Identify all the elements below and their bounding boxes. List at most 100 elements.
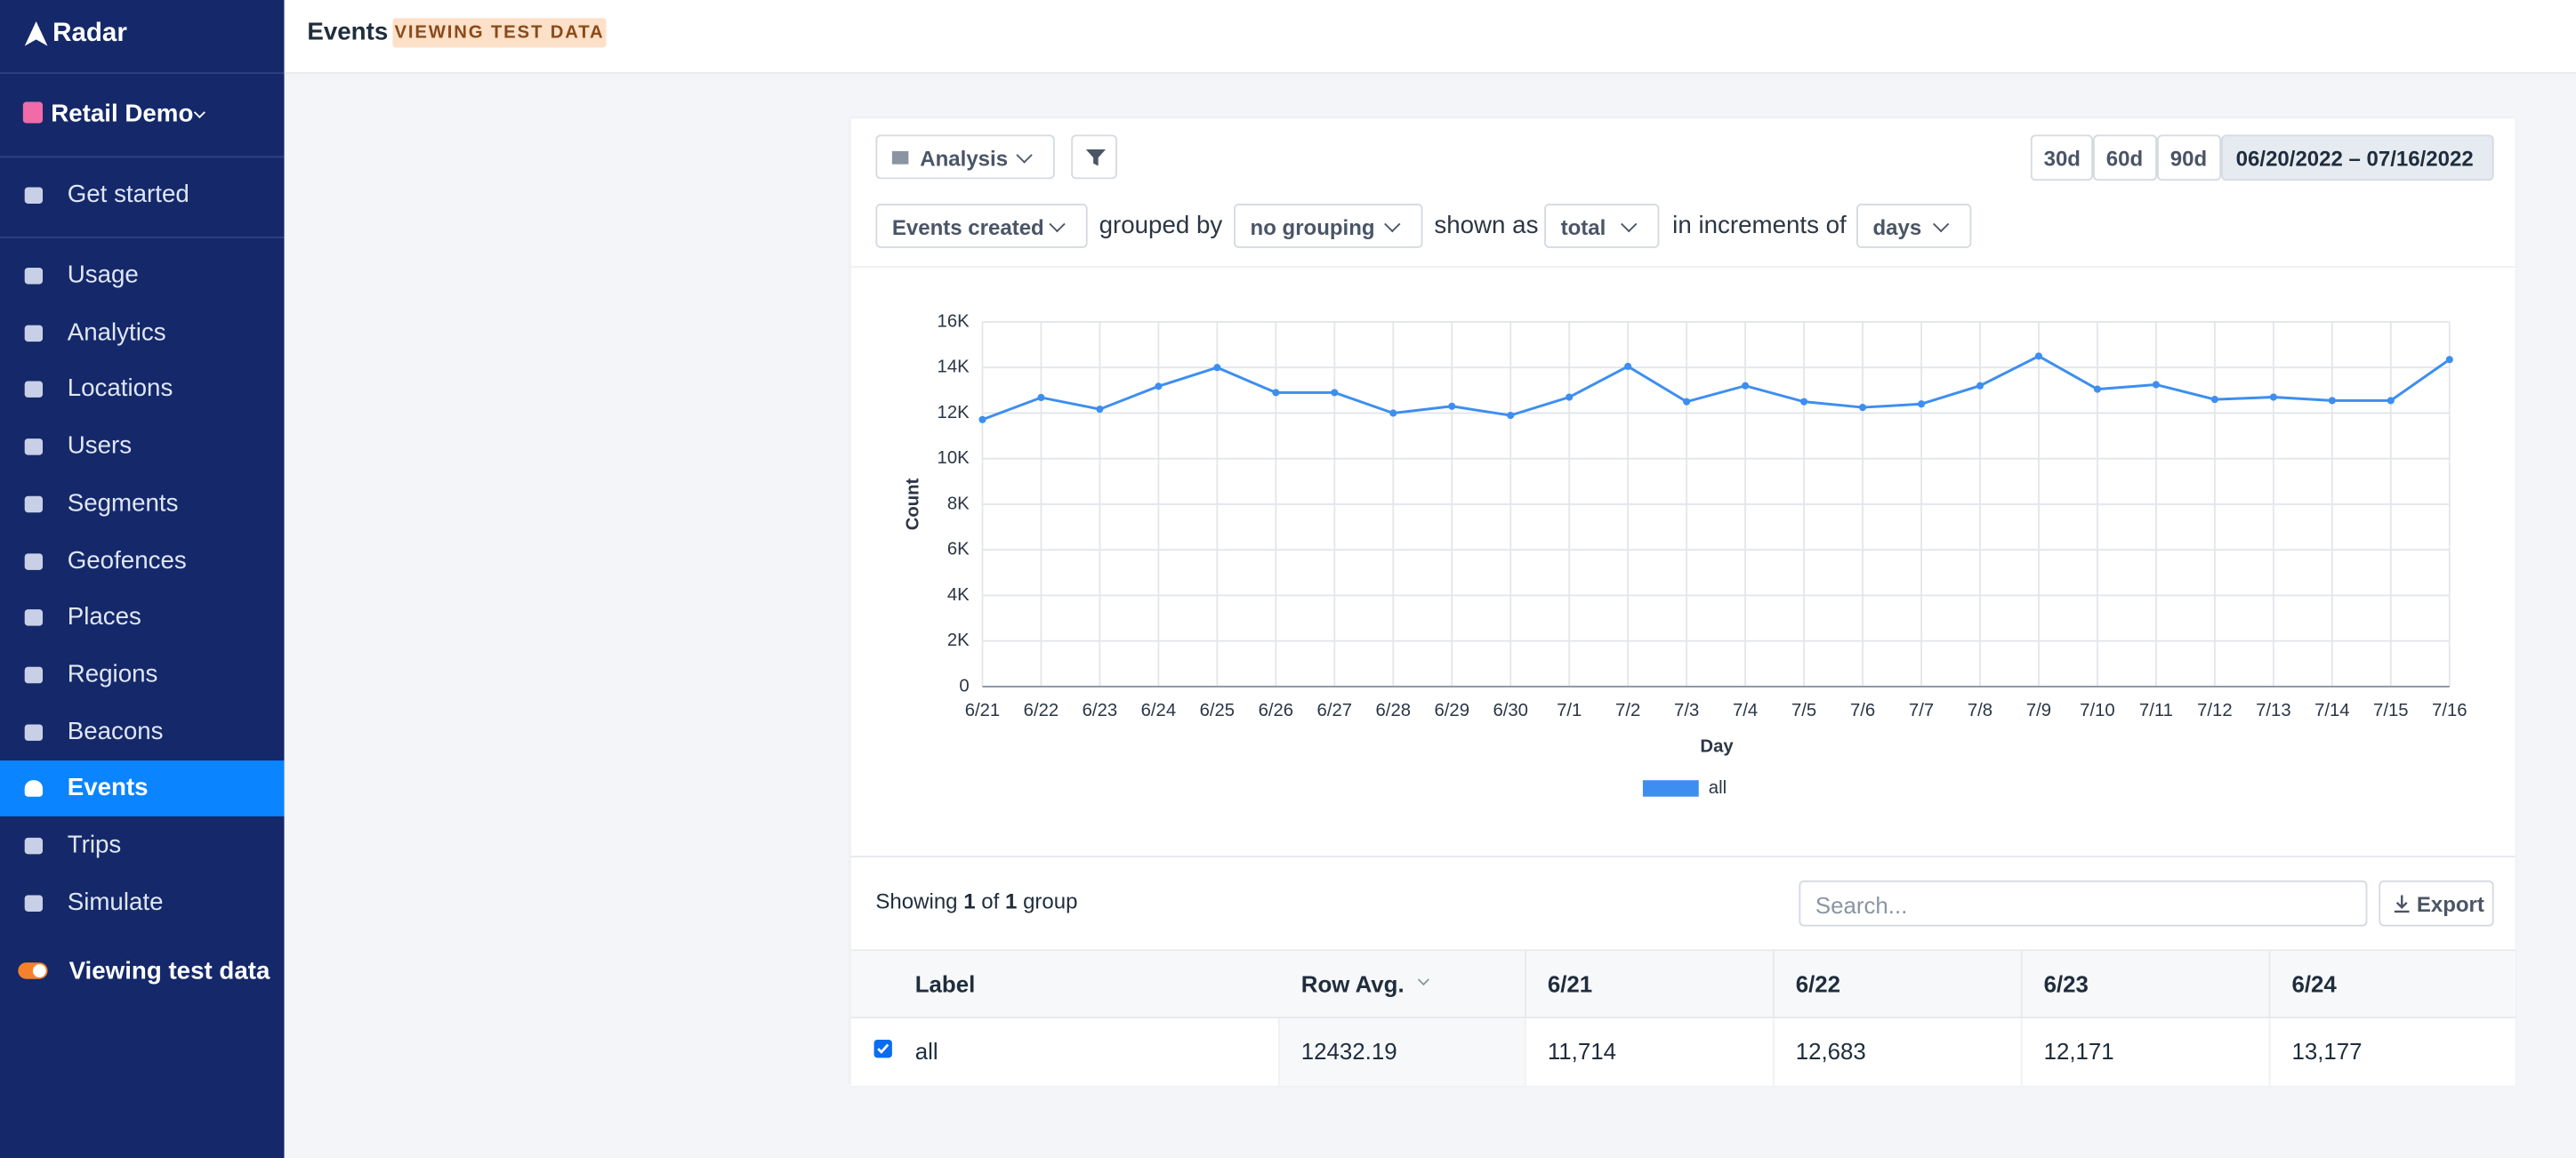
y-tick-label: 4K [947,585,970,605]
sidebar: Radar Retail Demo Get started Usage Analy… [0,0,285,1158]
nav-label: Get started [67,181,189,209]
x-tick-label: 7/3 [1674,701,1699,720]
data-point [1858,404,1867,412]
legend-swatch [1642,780,1699,797]
nav-icon [24,609,44,626]
x-tick-label: 7/1 [1557,701,1582,720]
data-point [2034,352,2043,360]
range-button[interactable]: 60d [2093,134,2158,181]
x-tick-label: 6/22 [1024,701,1059,720]
data-point [1037,393,1045,402]
row-checkbox[interactable] [873,1040,892,1058]
cell-text: 12,171 [2043,1038,2114,1065]
data-point [1272,389,1280,397]
x-tick-label: 7/12 [2197,701,2233,720]
text: Export [2416,891,2484,917]
x-tick-label: 6/28 [1376,701,1412,720]
x-tick-label: 6/21 [965,701,1001,720]
nav-label: Users [67,431,133,461]
header-cell [2268,951,2516,1019]
nav-item[interactable]: Events [0,760,285,817]
nav-item[interactable]: Regions [0,647,285,703]
data-point [1800,398,1808,406]
metric-select[interactable]: Events created [875,204,1088,248]
nav-item[interactable]: Users [0,419,285,475]
header: Events VIEWING TEST DATA [284,0,2576,75]
data-point [2210,396,2218,404]
data-point [2387,397,2395,405]
x-tick-label: 7/4 [1733,701,1758,720]
grouping-select[interactable]: no grouping [1234,204,1423,248]
nav-item[interactable]: Geofences [0,533,285,589]
data-point [2093,385,2102,393]
x-tick-label: 7/10 [2080,701,2115,720]
x-tick-label: 6/24 [1141,701,1177,720]
nav-icon [24,837,44,855]
x-tick-label: 7/11 [2139,701,2173,720]
column-header[interactable]: Row Avg. [1300,970,1405,998]
data-point [1213,364,1221,372]
range-label: 60d [2105,146,2144,172]
column-header: 6/23 [2043,970,2089,998]
data-point [2152,381,2160,389]
row-cell [850,1018,1278,1086]
nav-item[interactable]: Beacons [0,704,285,760]
chart: Count Day 0 2K 4K 6K 8K 10K 12K 14K 16K 6/21 6/22 6… [903,311,2467,797]
header-cell [1277,951,1525,1019]
data-point [1624,362,1632,371]
range-button[interactable]: 30d [2030,134,2094,181]
header-cell [2020,951,2269,1019]
nav-icon [24,268,44,285]
nav-item[interactable]: Usage [0,248,285,304]
range-button[interactable]: 90d [2157,134,2222,181]
x-tick-label: 6/27 [1317,701,1353,720]
y-tick-label: 2K [947,631,970,650]
nav-item[interactable]: Locations [0,362,285,418]
text: Analysis [920,146,1009,172]
text: of [981,889,1000,913]
data-point [1507,411,1515,420]
project-selector[interactable]: Retail Demo [51,100,194,129]
date-range[interactable]: 06/20/2022 – 07/16/2022 [2221,134,2494,181]
nav-item[interactable]: Trips [0,818,285,874]
x-tick-label: 6/29 [1434,701,1469,720]
y-tick-label: 10K [938,448,970,468]
search-input[interactable]: Search... [1799,880,2368,927]
data-point [1096,406,1104,414]
x-tick-label: 6/26 [1259,701,1294,720]
data-point [2328,397,2336,405]
text: group [1023,889,1078,913]
text: Search... [1815,891,1908,919]
data-point [1566,393,1574,401]
nav-item[interactable]: Simulate [0,875,285,931]
filter-button[interactable] [1071,134,1117,180]
summary: Showing 1 of 1 group [875,889,1077,913]
column-header: 6/22 [1795,970,1841,998]
nav-item[interactable]: Places [0,590,285,646]
data-point [1331,389,1339,397]
nav-item[interactable]: Segments [0,476,285,532]
cell-text: 12,683 [1795,1038,1866,1065]
nav-icon [24,723,44,741]
export-button[interactable]: Export [2379,880,2494,927]
label: grouped by [1099,212,1223,240]
x-tick-label: 6/30 [1493,701,1528,720]
view-select[interactable]: Analysis [875,134,1055,180]
increment-select[interactable]: days [1856,204,1972,248]
column-header: 6/21 [1547,970,1593,998]
cell-text: all [914,1038,938,1065]
cell-text: 13,177 [2291,1038,2363,1065]
test-badge: VIEWING TEST DATA [392,18,607,48]
brand[interactable]: Radar [52,20,127,48]
nav-item[interactable]: Get started [0,167,285,223]
text: 06/20/2022 – 07/16/2022 [2235,146,2474,172]
text: total [1560,214,1606,240]
shown-as-select[interactable]: total [1544,204,1660,248]
nav-label: Geofences [67,546,187,575]
toggle[interactable] [18,962,48,979]
nav-label: Places [67,603,141,631]
nav-item[interactable]: Analytics [0,305,285,361]
nav-icon [24,438,44,455]
row-cell [1524,1018,1773,1086]
text: Events created [891,214,1044,240]
